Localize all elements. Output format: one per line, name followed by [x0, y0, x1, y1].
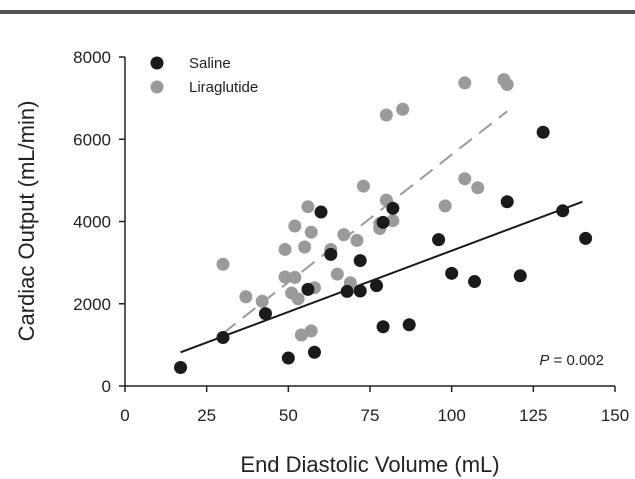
top-rule	[0, 10, 635, 14]
point-saline	[376, 215, 390, 229]
point-saline	[216, 330, 230, 344]
x-tick-label: 100	[437, 406, 465, 425]
y-tick-label: 2000	[73, 295, 111, 314]
point-saline	[301, 282, 315, 296]
x-tick-label: 0	[120, 406, 129, 425]
x-tick-label: 150	[601, 406, 629, 425]
p-value-annotation: P = 0.002	[539, 352, 604, 369]
point-liraglutide	[304, 324, 318, 338]
point-liraglutide	[438, 199, 452, 213]
legend: Saline Liraglutide	[150, 55, 258, 96]
point-liraglutide	[291, 292, 305, 306]
point-liraglutide	[337, 228, 351, 242]
point-liraglutide	[379, 108, 393, 122]
y-axis-title: Cardiac Output (mL/min)	[14, 101, 39, 342]
x-tick-label: 75	[361, 406, 380, 425]
fit-line-saline	[180, 200, 583, 354]
p-value-symbol: P	[539, 352, 549, 369]
point-liraglutide	[500, 78, 514, 92]
point-saline	[353, 254, 367, 268]
legend-label-saline: Saline	[189, 55, 231, 72]
point-saline	[174, 360, 188, 374]
point-saline	[513, 269, 527, 283]
point-liraglutide	[216, 257, 230, 271]
point-liraglutide	[278, 270, 292, 284]
point-saline	[579, 231, 593, 245]
point-liraglutide	[458, 76, 472, 90]
point-liraglutide	[471, 181, 485, 195]
data-points	[174, 73, 593, 374]
point-saline	[314, 205, 328, 219]
point-saline	[536, 125, 550, 139]
x-axis-title: End Diastolic Volume (mL)	[240, 452, 499, 477]
x-tick-label: 50	[279, 406, 298, 425]
point-liraglutide	[294, 328, 308, 342]
point-saline	[353, 284, 367, 298]
point-saline	[500, 195, 514, 209]
legend-label-liraglutide: Liraglutide	[189, 79, 258, 96]
point-liraglutide	[301, 200, 315, 214]
point-liraglutide	[298, 240, 312, 254]
point-liraglutide	[356, 179, 370, 193]
point-saline	[432, 233, 446, 247]
point-saline	[445, 266, 459, 280]
y-tick-label: 4000	[73, 213, 111, 232]
y-tick-label: 6000	[73, 130, 111, 149]
fit-line-liraglutide	[222, 110, 508, 335]
point-liraglutide	[330, 267, 344, 281]
y-tick-label: 0	[102, 377, 111, 396]
point-saline	[376, 320, 390, 334]
legend-marker-liraglutide	[150, 80, 164, 94]
point-saline	[556, 204, 570, 218]
point-saline	[258, 307, 272, 321]
point-saline	[340, 284, 354, 298]
point-saline	[402, 318, 416, 332]
x-tick-label: 25	[197, 406, 216, 425]
point-liraglutide	[278, 242, 292, 256]
point-saline	[307, 345, 321, 359]
p-value-text: = 0.002	[549, 352, 604, 369]
axes: 0 25 50 75 100 125 150 0 2000 4000 6000 8000	[73, 48, 629, 425]
point-liraglutide	[255, 294, 269, 308]
point-liraglutide	[458, 172, 472, 186]
point-saline	[468, 275, 482, 289]
point-saline	[324, 247, 338, 261]
x-tick-label: 125	[519, 406, 547, 425]
point-liraglutide	[350, 233, 364, 247]
point-liraglutide	[288, 270, 302, 284]
legend-marker-saline	[150, 56, 164, 70]
point-liraglutide	[288, 219, 302, 233]
point-saline	[386, 201, 400, 215]
y-tick-label: 8000	[73, 48, 111, 67]
fit-lines	[180, 110, 583, 354]
point-liraglutide	[386, 214, 400, 228]
point-liraglutide	[304, 225, 318, 239]
point-saline	[281, 351, 295, 365]
point-saline	[370, 279, 384, 293]
point-liraglutide	[239, 290, 253, 304]
point-liraglutide	[396, 102, 410, 116]
